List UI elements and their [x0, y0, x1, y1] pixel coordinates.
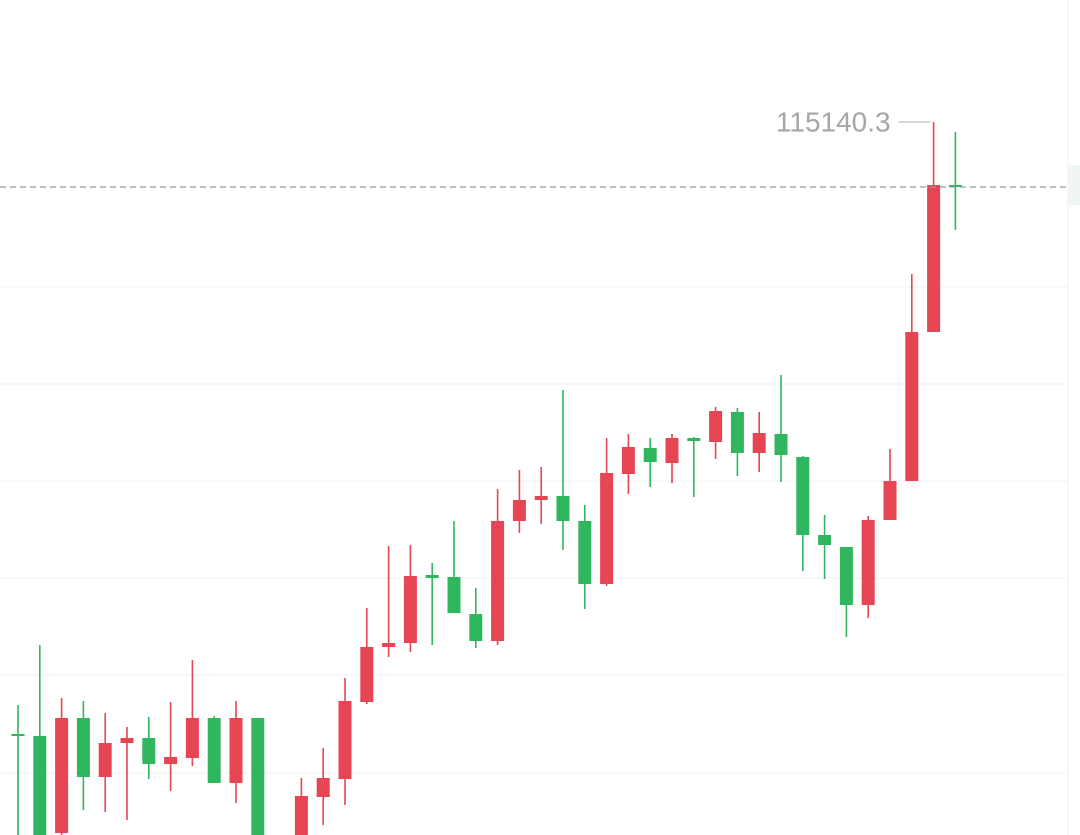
candle-body	[229, 718, 243, 783]
candle-body	[294, 796, 308, 835]
candle-body	[11, 734, 25, 736]
candle-body	[33, 736, 47, 835]
candle-body	[556, 496, 570, 521]
candle-body	[905, 332, 919, 481]
candle-body	[251, 718, 265, 835]
candle-body	[338, 701, 352, 779]
candle-body	[861, 520, 875, 605]
candle-body	[643, 448, 657, 462]
candle-body	[818, 535, 832, 545]
candle-body	[120, 738, 134, 743]
candle-body	[185, 718, 199, 758]
candle-body	[839, 547, 853, 605]
candle-body	[883, 481, 897, 520]
candle-body	[512, 500, 526, 521]
candle-body	[316, 778, 330, 797]
candle-body	[98, 743, 112, 777]
candle-body	[447, 577, 461, 613]
candle-body	[382, 643, 396, 647]
candle-body	[360, 647, 374, 702]
candle-body	[534, 496, 548, 500]
candle-body	[142, 738, 156, 764]
candle-body	[55, 718, 69, 833]
candle-body	[730, 412, 744, 453]
max-label: 115140.3	[776, 106, 891, 137]
candle-body	[425, 575, 439, 578]
candle-body	[491, 521, 505, 641]
candle-body	[600, 473, 614, 584]
candle-body	[687, 438, 701, 441]
candle-body	[207, 718, 221, 783]
candle-body	[709, 411, 723, 442]
price-tag-edge	[1068, 165, 1080, 205]
candle-body	[796, 457, 810, 535]
candle-body	[403, 576, 417, 643]
candle-body	[621, 447, 635, 474]
candle-body	[948, 185, 962, 187]
candle-body	[76, 718, 90, 777]
candle-body	[578, 521, 592, 584]
candle-body	[665, 438, 679, 463]
candle-body	[774, 434, 788, 455]
candle-body	[752, 433, 766, 453]
candle-body	[927, 185, 941, 332]
candle-body	[164, 757, 178, 764]
candle-body	[469, 614, 483, 641]
